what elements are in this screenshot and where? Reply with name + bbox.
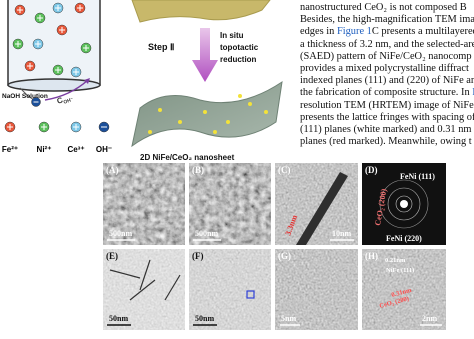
panel-label: (H) xyxy=(365,251,378,261)
figure-link[interactable]: F xyxy=(472,87,474,98)
panel-label: (G) xyxy=(278,251,291,261)
panel-label: (A) xyxy=(106,165,119,175)
text-line: presents the lattice fringes with spacin… xyxy=(300,111,474,123)
conc-c: C xyxy=(56,95,65,106)
legend-label: Ni²⁺ xyxy=(37,145,52,154)
ion-legend: Fe²⁺ Ni²⁺ Ce³⁺ OH⁻ xyxy=(2,121,112,154)
scale-bar-label: 10nm xyxy=(332,229,351,238)
annotation: FeNi (111) xyxy=(400,172,435,181)
panel-c: (C) 3.3nm 10nm xyxy=(275,163,358,245)
panel-label: (B) xyxy=(192,165,204,175)
step-label: Step Ⅱ xyxy=(148,42,174,52)
panel-h: (H) 0.21nm NiFe (111) 0.31nm CeO₂ (200) … xyxy=(362,249,446,330)
annotation: NiFe (111) xyxy=(386,267,414,274)
text-span: C presents a multilayered xyxy=(371,26,474,38)
text-line: provides a mixed polycrystalline diffrac… xyxy=(300,63,469,74)
text-line: resolution TEM (HRTEM) image of NiFe xyxy=(300,99,474,111)
process-label: topotactic xyxy=(220,43,259,52)
conc-sub: OH⁻ xyxy=(63,97,75,106)
panel-f: (F) 50nm xyxy=(189,249,271,330)
text-span: edges in xyxy=(300,26,337,38)
text-line: (111) planes (white marked) and 0.31 nm xyxy=(300,124,472,135)
product-label: 2D NiFe/CeO₂ nanosheet xyxy=(140,153,235,162)
beaker xyxy=(7,0,101,107)
scale-bar-label: 500nm xyxy=(109,229,132,238)
process-label: In situ xyxy=(220,31,244,40)
text-line: nanostructured CeO₂ is not composed B xyxy=(300,2,467,13)
annotation: FeNi (220) xyxy=(386,234,422,243)
panel-g: (G) 5nm xyxy=(275,249,358,330)
product-sheet xyxy=(131,80,283,148)
scale-bar-label: 50nm xyxy=(195,314,214,323)
scale-bar-label: 50nm xyxy=(109,314,128,323)
scale-bar-label: 500nm xyxy=(195,229,218,238)
panel-label: (E) xyxy=(106,251,118,261)
panel-e: (E) 50nm xyxy=(103,249,185,330)
text-line: (SAED) pattern of NiFe/CeO₂ nanocomp xyxy=(300,50,472,62)
text-span: the fabrication of composite structure. … xyxy=(300,87,473,99)
process-label: reduction xyxy=(220,55,257,64)
conc-label: COH⁻ xyxy=(56,92,75,108)
panel-b: (B) 500nm xyxy=(189,163,271,245)
scale-bar-label: 5nm xyxy=(281,314,296,323)
text-line: a thickness of 3.2 nm, and the selected-… xyxy=(300,38,474,50)
precursor-sheet xyxy=(131,0,271,23)
scale-bar-label: 2nm xyxy=(422,314,437,323)
legend-label: OH⁻ xyxy=(96,145,112,154)
annotation: 0.21nm xyxy=(385,257,406,264)
panel-label: (C) xyxy=(278,165,291,175)
legend-label: Ce³⁺ xyxy=(67,145,84,154)
figure-link[interactable]: Figure 1 xyxy=(336,26,372,38)
legend-label: Fe²⁺ xyxy=(2,145,18,154)
text-line: Besides, the high-magnification TEM imag… xyxy=(300,14,474,26)
panel-a: (A) 500nm xyxy=(103,163,185,245)
solution-label: NaOH Solution xyxy=(2,93,48,100)
process-arrow xyxy=(192,28,218,82)
text-line: planes (red marked). Meanwhile, owing t xyxy=(300,136,472,148)
text-line: the fabrication of composite structure. … xyxy=(300,87,474,99)
body-text: nanostructured CeO₂ is not composed B Bes… xyxy=(300,0,474,150)
sheet-dots xyxy=(148,94,268,134)
panel-label: (F) xyxy=(192,251,204,261)
panel-label: (D) xyxy=(365,165,378,175)
text-line: edges in Figure 1C presents a multilayer… xyxy=(300,26,474,38)
text-line: indexed planes (111) and (220) of NiFe a… xyxy=(300,75,474,87)
panel-d: (D) FeNi (111) CeO₂ (200) FeNi (220) xyxy=(362,163,446,245)
